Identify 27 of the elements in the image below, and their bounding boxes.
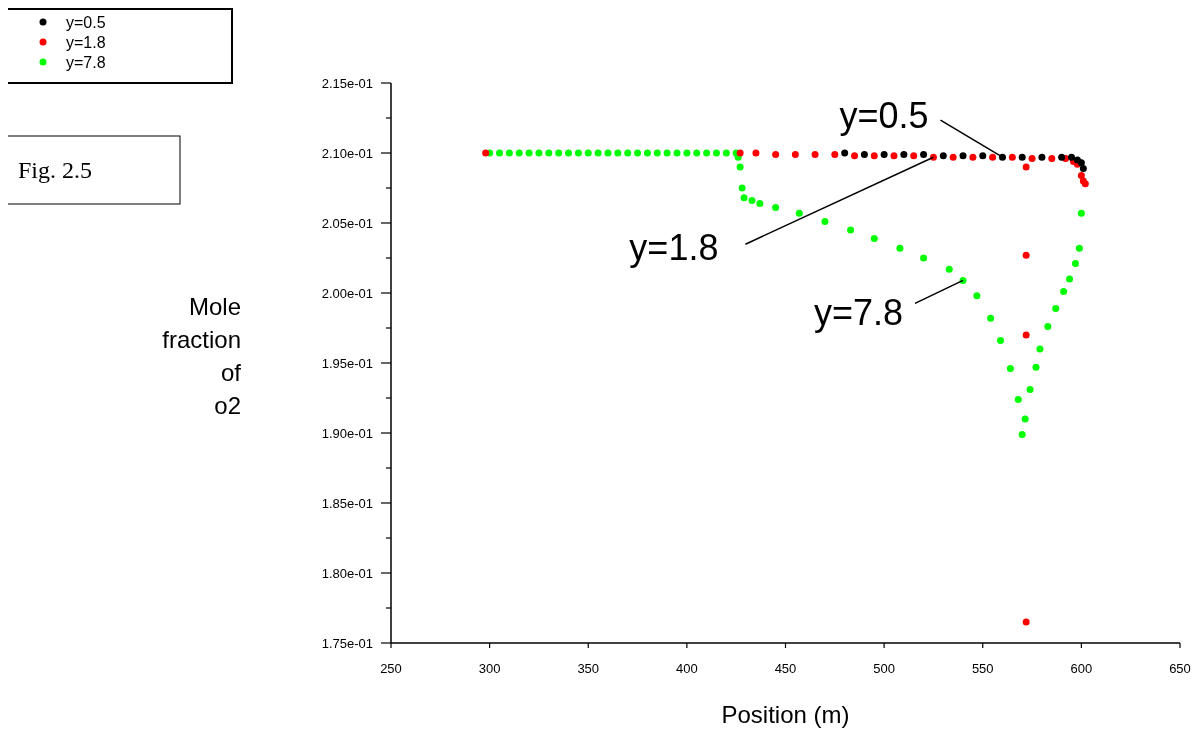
annotation: y=7.8	[813, 292, 904, 334]
caption: Fig. 2.5	[18, 157, 93, 183]
annotation: y=0.5	[839, 95, 929, 137]
annotation: y=1.8	[629, 227, 719, 269]
y-tick-label: 2.10e-01	[321, 145, 373, 161]
y-tick-label: 2.00e-01	[321, 285, 373, 301]
x-tick-label: 500	[873, 661, 895, 676]
x-tick-label: 650	[1169, 661, 1191, 676]
x-tick-label: 400	[676, 661, 698, 676]
y-tick-label: 1.95e-01	[321, 355, 373, 371]
y-tick-label: 1.90e-01	[321, 425, 373, 441]
y-axis-title: Mole fraction of o2	[162, 293, 242, 419]
x-tick-label: 350	[577, 661, 600, 676]
legend-label: y=0.5	[66, 13, 106, 31]
x-tick-label: 550	[971, 661, 994, 676]
legend-label: y=7.8	[66, 53, 106, 71]
legend-label: y=1.8	[66, 33, 106, 51]
x-tick-label: 600	[1070, 661, 1093, 676]
x-axis-title: Position (m)	[721, 701, 850, 728]
x-tick-label: 300	[478, 661, 501, 676]
y-tick-label: 1.75e-01	[321, 635, 373, 651]
y-tick-label: 2.05e-01	[321, 215, 373, 231]
x-tick-label: 250	[380, 661, 402, 676]
y-tick-label: 1.80e-01	[321, 565, 373, 581]
x-tick-label: 450	[774, 661, 797, 676]
y-tick-label: 2.15e-01	[321, 75, 373, 91]
y-tick-label: 1.85e-01	[321, 495, 373, 511]
